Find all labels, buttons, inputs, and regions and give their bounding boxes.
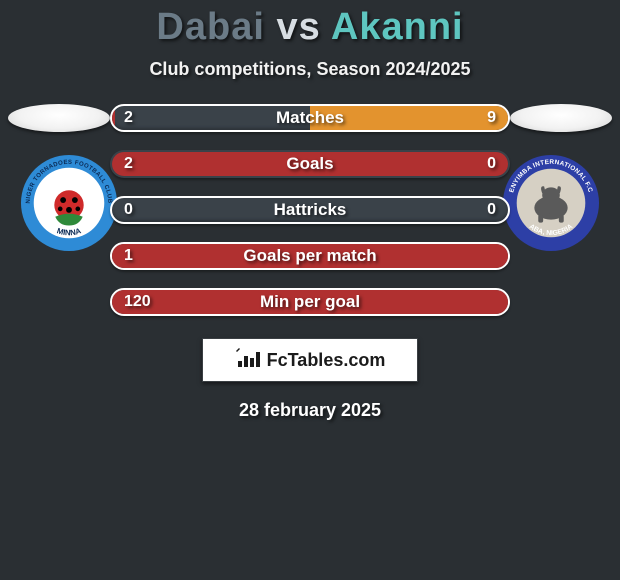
page-title: Dabai vs Akanni bbox=[0, 0, 620, 49]
branding-box: FcTables.com bbox=[202, 338, 418, 382]
stat-bar-label: Hattricks bbox=[112, 198, 508, 222]
branding-text: FcTables.com bbox=[267, 350, 386, 371]
date-line: 28 february 2025 bbox=[0, 400, 620, 421]
left-flag-oval bbox=[8, 104, 110, 132]
chart-area: NIGER TORNADOES FOOTBALL CLUB MINNA bbox=[0, 104, 620, 316]
bar-chart-icon bbox=[235, 348, 261, 373]
stat-bars: 29Matches 20Goals 00Hattricks 1Goals per ma… bbox=[110, 104, 510, 316]
right-club-crest: ENYIMBA INTERNATIONAL F.C ABA, NIGERIA bbox=[502, 154, 600, 252]
stat-bar-label: Matches bbox=[112, 106, 508, 130]
left-club-crest: NIGER TORNADOES FOOTBALL CLUB MINNA bbox=[20, 154, 118, 252]
stat-bar: 1Goals per match bbox=[110, 242, 510, 270]
stat-bar: 00Hattricks bbox=[110, 196, 510, 224]
right-flag-oval bbox=[510, 104, 612, 132]
stat-bar-label: Min per goal bbox=[112, 290, 508, 314]
title-vs: vs bbox=[276, 6, 320, 48]
title-right-name: Akanni bbox=[331, 6, 464, 48]
stat-bar-label: Goals bbox=[112, 152, 508, 176]
subtitle: Club competitions, Season 2024/2025 bbox=[0, 59, 620, 80]
stat-bar-label: Goals per match bbox=[112, 244, 508, 268]
title-left-name: Dabai bbox=[156, 6, 264, 48]
stat-bar: 20Goals bbox=[110, 150, 510, 178]
stat-bar: 120Min per goal bbox=[110, 288, 510, 316]
stat-bar: 29Matches bbox=[110, 104, 510, 132]
